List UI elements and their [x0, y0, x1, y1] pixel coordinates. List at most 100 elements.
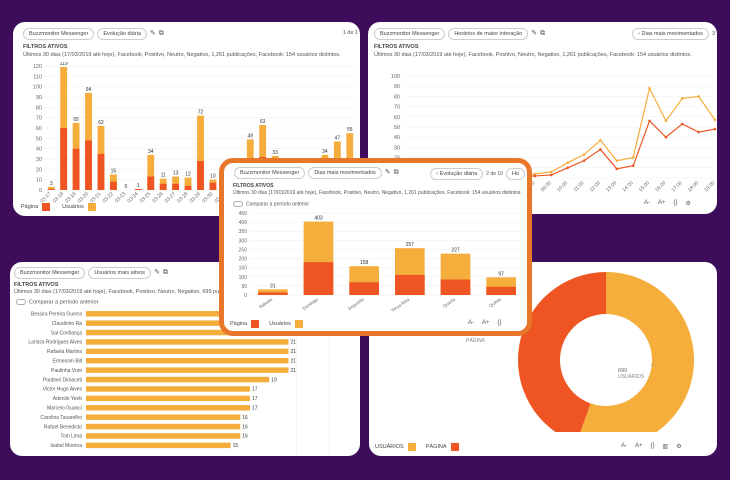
data-label: 72	[198, 110, 204, 116]
x-tick-label: Segunda	[347, 296, 365, 311]
settings-icon[interactable]: ⚙	[685, 201, 691, 207]
y-tick-label: 90	[36, 95, 42, 101]
legend-page-swatch	[251, 320, 260, 328]
x-tick-label: 03-25	[139, 191, 152, 204]
y-tick-label: 80	[394, 94, 400, 100]
bracket-icon[interactable]: {}	[650, 443, 655, 449]
y-tick-label: Rafaela Martins	[47, 349, 83, 355]
bar-page	[349, 282, 380, 295]
busiest-days-card: Buzzmonitor Messenger Dias mais moviment…	[219, 158, 532, 336]
copy-icon[interactable]: ⧉	[540, 30, 546, 37]
filters-title: FILTROS ATIVOS	[14, 282, 59, 288]
y-tick-label: Carolina Tavarelho	[40, 415, 82, 421]
bar-page	[72, 148, 80, 190]
y-tick-label: 40	[394, 135, 400, 141]
next-nav-button[interactable]: Ho	[505, 168, 525, 180]
view-selector[interactable]: Evolução diária	[97, 28, 147, 40]
zoom-out-button[interactable]: A-	[644, 200, 650, 206]
prev-nav-button[interactable]: ‹ Evolução diária	[430, 168, 484, 180]
bar-page	[159, 183, 167, 190]
filters-title: FILTROS ATIVOS	[374, 44, 419, 50]
view-selector[interactable]: Horários de maior interação	[448, 28, 529, 40]
y-tick-label: Tom Lima	[60, 434, 82, 440]
x-tick-label: 09:00	[540, 180, 553, 193]
data-point	[664, 119, 668, 123]
app-selector[interactable]: Buzzmonitor Messenger	[374, 28, 446, 40]
view-selector[interactable]: Dias mais movimentados	[308, 167, 382, 179]
x-tick-label: 11:00	[573, 180, 586, 193]
edit-icon[interactable]: ✎	[154, 269, 160, 276]
compare-toggle[interactable]: Comparar a período anterior	[233, 201, 309, 207]
copy-icon[interactable]: ⧉	[158, 30, 164, 37]
x-tick-label: 19:00	[703, 180, 716, 193]
data-label: 65	[73, 117, 79, 123]
edit-icon[interactable]: ✎	[149, 30, 156, 37]
x-tick-label: 03-28	[176, 191, 189, 204]
x-tick-label: 03-27	[164, 191, 177, 204]
edit-icon[interactable]: ✎	[384, 169, 391, 176]
data-label: 17	[252, 406, 258, 412]
y-tick-label: Larissa Rodrigues Alves	[28, 340, 82, 346]
view-selector[interactable]: Usuários mais ativos	[88, 267, 152, 279]
bracket-icon[interactable]: {}	[673, 200, 678, 206]
bar-chart-icon[interactable]: ▥	[662, 444, 669, 450]
data-label: 16	[242, 434, 248, 440]
weekday-bar-chart: 0 50 100 150 200 250 300 350 400 450 31 Sábado 403 Do…	[239, 211, 524, 313]
zoom-controls: A- A+ {}	[468, 320, 502, 326]
bar-users	[86, 358, 289, 364]
zoom-in-button[interactable]: A+	[658, 200, 666, 206]
legend: Página Usuários	[230, 320, 303, 328]
data-point	[615, 167, 619, 171]
zoom-out-button[interactable]: A-	[621, 443, 627, 449]
data-label: 17	[252, 387, 258, 393]
bracket-icon[interactable]: {}	[497, 320, 502, 326]
data-point	[680, 122, 684, 126]
data-label: 257	[406, 242, 415, 248]
slice-name-label: USUÁRIOS	[618, 373, 645, 380]
compare-toggle[interactable]: Comparar a período anterior	[16, 299, 98, 305]
zoom-in-button[interactable]: A+	[482, 320, 490, 326]
edit-icon[interactable]: ✎	[531, 30, 538, 37]
data-label: 16	[242, 415, 248, 421]
settings-icon[interactable]: ⚙	[676, 444, 682, 450]
legend: Página Usuários	[21, 203, 96, 211]
y-tick-label: 300	[239, 238, 248, 244]
y-tick-label: Paulinha Vum	[51, 368, 82, 374]
bar-users	[86, 320, 299, 326]
y-tick-label: 0	[39, 188, 42, 194]
bar-page	[394, 274, 425, 295]
y-tick-label: 60	[394, 115, 400, 121]
copy-icon[interactable]: ⧉	[393, 169, 399, 176]
zoom-in-button[interactable]: A+	[635, 443, 643, 449]
prev-nav-button[interactable]: ‹ Dias mais movimentados	[632, 28, 709, 40]
callout-line	[649, 363, 655, 367]
data-label: 403	[314, 216, 323, 222]
toggle-switch[interactable]	[16, 299, 26, 305]
filters-title: FILTROS ATIVOS	[233, 183, 274, 189]
data-point	[533, 174, 537, 178]
slice-users	[580, 272, 694, 432]
app-selector[interactable]: Buzzmonitor Messenger	[234, 167, 306, 179]
copy-icon[interactable]: ⧉	[162, 269, 168, 276]
bar-page	[486, 286, 517, 295]
y-tick-label: 100	[391, 74, 400, 80]
prev-nav-label: Evolução diária	[439, 171, 478, 177]
zoom-controls: A- A+ {} ⚙	[644, 200, 691, 207]
compare-label: Comparar a período anterior	[246, 201, 310, 208]
legend-page-swatch	[450, 443, 459, 451]
bar-page	[85, 140, 92, 190]
y-tick-label: Adenilo Yeeb	[53, 396, 82, 402]
bar-users	[257, 289, 288, 295]
app-selector[interactable]: Buzzmonitor Messenger	[14, 267, 86, 279]
toggle-switch[interactable]	[233, 201, 243, 207]
bar-users	[86, 395, 250, 402]
data-label: 94	[86, 87, 92, 93]
data-point	[599, 148, 602, 151]
zoom-out-button[interactable]: A-	[468, 320, 474, 326]
filters-description: Últimos 30 dias (17/03/2019 até hoje), F…	[374, 52, 692, 58]
legend-users-label: Usuários	[62, 204, 84, 210]
x-tick-label: 03-30	[201, 191, 214, 204]
app-selector[interactable]: Buzzmonitor Messenger	[23, 28, 95, 40]
x-tick-label: 16:00	[654, 180, 667, 193]
data-label: 17	[252, 396, 258, 402]
